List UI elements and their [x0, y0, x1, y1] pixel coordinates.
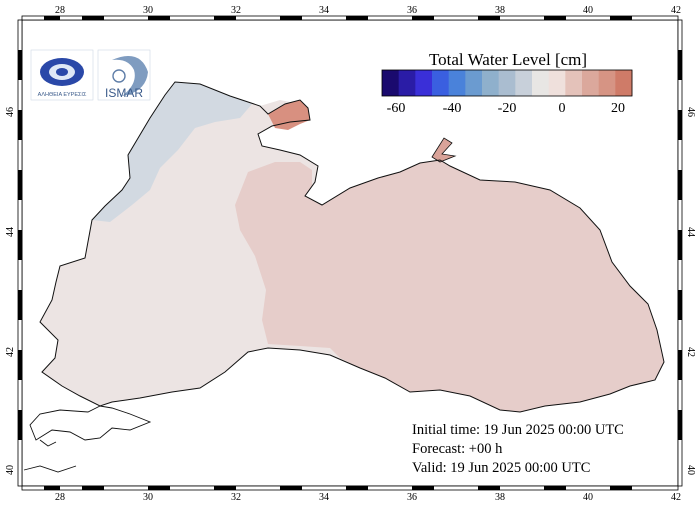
northwest-shelf — [92, 82, 252, 222]
lon-tick-labels-top: 28 30 32 34 36 38 40 42 — [55, 5, 681, 16]
legend-tick-label: 20 — [611, 101, 625, 116]
valid-time-text: Valid: 19 Jun 2025 00:00 UTC — [412, 460, 590, 476]
lon-tick-label: 34 — [319, 492, 329, 503]
lon-tick-label: 28 — [55, 5, 65, 16]
legend-swatch — [498, 70, 516, 96]
lon-tick-label: 40 — [583, 492, 593, 503]
lat-tick-label: 42 — [5, 347, 16, 357]
lon-tick-label: 38 — [495, 5, 505, 16]
legend-swatch — [465, 70, 483, 96]
lat-tick-label: 46 — [5, 107, 16, 117]
legend-tick-labels: -60 -40 -20 0 20 — [387, 101, 625, 116]
lon-tick-label: 30 — [143, 492, 153, 503]
legend-swatch — [448, 70, 466, 96]
ismar-logo: ISMAR — [97, 49, 151, 101]
hnms-logo: ΑΛΗΘΕΙΑ ΕΥΡΕΣΙΣ — [30, 49, 94, 101]
legend-swatch — [482, 70, 500, 96]
lon-tick-label: 30 — [143, 5, 153, 16]
forecast-info: Initial time: 19 Jun 2025 00:00 UTC Fore… — [412, 422, 624, 476]
lat-tick-label: 46 — [685, 107, 696, 117]
lon-tick-label: 36 — [407, 5, 417, 16]
legend-swatch — [432, 70, 450, 96]
lon-tick-label: 36 — [407, 492, 417, 503]
lon-tick-label: 42 — [671, 492, 681, 503]
lon-tick-label: 42 — [671, 5, 681, 16]
forecast-text: Forecast: +00 h — [412, 441, 503, 457]
lat-tick-label: 44 — [5, 227, 16, 237]
lat-tick-label: 40 — [5, 465, 16, 475]
sea-of-marmara-coast — [23, 405, 152, 473]
legend-swatch — [565, 70, 583, 96]
axes-frame — [17, 15, 683, 491]
east-inlet — [431, 137, 457, 163]
legend-swatch — [398, 70, 416, 96]
legend-tick-label: -20 — [498, 101, 517, 116]
legend-swatch — [548, 70, 566, 96]
coastline — [39, 81, 665, 413]
legend-swatch — [415, 70, 433, 96]
lon-tick-label: 38 — [495, 492, 505, 503]
legend-colorbar — [382, 70, 633, 96]
lon-tick-label: 34 — [319, 5, 329, 16]
legend-swatch — [615, 70, 633, 96]
lon-tick-label: 28 — [55, 492, 65, 503]
legend-tick-label: -60 — [387, 101, 406, 116]
legend-tick-label: -40 — [443, 101, 462, 116]
ismar-logo-caption: ISMAR — [105, 86, 143, 100]
legend-swatch — [532, 70, 550, 96]
legend-swatch — [598, 70, 616, 96]
lat-tick-label: 40 — [685, 465, 696, 475]
lon-tick-label: 32 — [231, 5, 241, 16]
legend-swatch — [582, 70, 600, 96]
lat-tick-labels-right: 40 42 44 46 — [685, 107, 696, 475]
lon-tick-labels-bottom: 28 30 32 34 36 38 40 42 — [55, 492, 681, 503]
hnms-logo-caption: ΑΛΗΘΕΙΑ ΕΥΡΕΣΙΣ — [38, 92, 87, 98]
initial-time-text: Initial time: 19 Jun 2025 00:00 UTC — [412, 422, 624, 438]
color-legend: Total Water Level [cm] -60 -40 -20 0 20 — [381, 50, 633, 116]
lat-tick-label: 42 — [685, 347, 696, 357]
legend-swatch — [515, 70, 533, 96]
lat-tick-label: 44 — [685, 227, 696, 237]
legend-title: Total Water Level [cm] — [429, 50, 587, 69]
legend-swatch — [382, 70, 400, 96]
sea-of-azov — [268, 100, 310, 130]
legend-tick-label: 0 — [559, 101, 566, 116]
lon-tick-label: 32 — [231, 492, 241, 503]
lon-tick-label: 40 — [583, 5, 593, 16]
lat-tick-labels-left: 40 42 44 46 — [5, 107, 16, 475]
black-sea-east — [235, 160, 664, 412]
